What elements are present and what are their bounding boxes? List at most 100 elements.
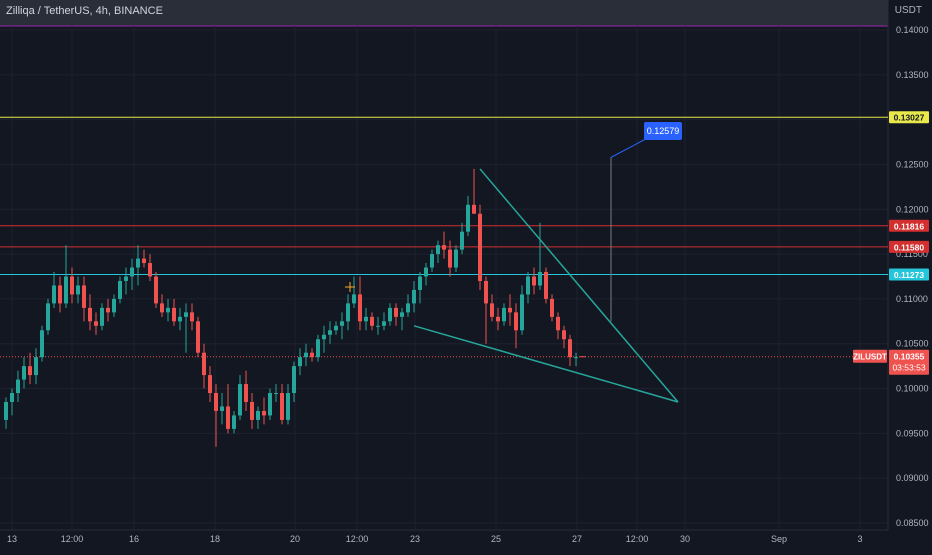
candle-body[interactable] bbox=[394, 307, 398, 317]
candle-body[interactable] bbox=[484, 280, 488, 304]
candle-body[interactable] bbox=[292, 366, 296, 394]
candle-body[interactable] bbox=[352, 294, 356, 304]
candle-body[interactable] bbox=[562, 330, 566, 340]
candle-body[interactable] bbox=[424, 267, 428, 277]
candle-body[interactable] bbox=[568, 339, 572, 358]
candle-body[interactable] bbox=[46, 303, 50, 331]
candle-body[interactable] bbox=[430, 254, 434, 268]
candle-body[interactable] bbox=[346, 303, 350, 322]
candle-body[interactable] bbox=[310, 352, 314, 358]
candle-body[interactable] bbox=[454, 249, 458, 268]
candle-body[interactable] bbox=[538, 272, 542, 286]
candle-body[interactable] bbox=[466, 204, 470, 232]
candle-body[interactable] bbox=[94, 321, 98, 326]
candle-body[interactable] bbox=[328, 330, 332, 335]
candle-body[interactable] bbox=[10, 393, 14, 402]
candle-body[interactable] bbox=[382, 321, 386, 326]
candle-body[interactable] bbox=[400, 312, 404, 317]
candle-body[interactable] bbox=[556, 316, 560, 331]
candle-body[interactable] bbox=[502, 307, 506, 322]
candle-body[interactable] bbox=[166, 307, 170, 313]
candle-body[interactable] bbox=[184, 312, 188, 317]
candle-body[interactable] bbox=[358, 294, 362, 322]
candle-body[interactable] bbox=[436, 245, 440, 255]
candle-body[interactable] bbox=[208, 375, 212, 394]
candle-body[interactable] bbox=[304, 352, 308, 358]
candle-body[interactable] bbox=[274, 393, 278, 395]
candle-body[interactable] bbox=[268, 393, 272, 416]
candle-body[interactable] bbox=[256, 410, 260, 420]
candle-body[interactable] bbox=[316, 339, 320, 358]
candle-body[interactable] bbox=[250, 401, 254, 420]
candle-body[interactable] bbox=[142, 258, 146, 264]
target-box[interactable] bbox=[644, 122, 682, 140]
candle-body[interactable] bbox=[40, 330, 44, 358]
candle-body[interactable] bbox=[172, 307, 176, 322]
candle-body[interactable] bbox=[22, 366, 26, 380]
candle-body[interactable] bbox=[100, 307, 104, 326]
candle-body[interactable] bbox=[4, 401, 8, 420]
candle-body[interactable] bbox=[418, 276, 422, 290]
candle-body[interactable] bbox=[58, 285, 62, 304]
candle-body[interactable] bbox=[472, 204, 476, 214]
candle-body[interactable] bbox=[76, 285, 80, 295]
candle-body[interactable] bbox=[106, 307, 110, 313]
candle-body[interactable] bbox=[202, 352, 206, 376]
candle-body[interactable] bbox=[322, 334, 326, 340]
candle-body[interactable] bbox=[478, 213, 482, 281]
candle-body[interactable] bbox=[178, 316, 182, 322]
candle-body[interactable] bbox=[88, 307, 92, 322]
candle-body[interactable] bbox=[64, 276, 68, 304]
candle-body[interactable] bbox=[544, 272, 548, 299]
candle-body[interactable] bbox=[520, 294, 524, 331]
candle-body[interactable] bbox=[124, 276, 128, 281]
candle-body[interactable] bbox=[286, 393, 290, 420]
candle-body[interactable] bbox=[118, 280, 122, 299]
candle-body[interactable] bbox=[190, 312, 194, 322]
candle-body[interactable] bbox=[238, 384, 242, 416]
candle-body[interactable] bbox=[154, 276, 158, 304]
candle-body[interactable] bbox=[376, 325, 380, 327]
candle-body[interactable] bbox=[244, 384, 248, 402]
candle-body[interactable] bbox=[112, 298, 116, 313]
candle-body[interactable] bbox=[406, 303, 410, 313]
candle-body[interactable] bbox=[526, 276, 530, 295]
candle-body[interactable] bbox=[34, 357, 38, 376]
candle-body[interactable] bbox=[508, 307, 512, 313]
candle-body[interactable] bbox=[364, 316, 368, 322]
candle-body[interactable] bbox=[574, 357, 578, 359]
candle-body[interactable] bbox=[412, 289, 416, 304]
candle-body[interactable] bbox=[448, 249, 452, 268]
candle-body[interactable] bbox=[280, 393, 284, 420]
candle-body[interactable] bbox=[532, 276, 536, 286]
candle-body[interactable] bbox=[52, 285, 56, 304]
candle-body[interactable] bbox=[196, 321, 200, 353]
candle-body[interactable] bbox=[514, 312, 518, 331]
candle-body[interactable] bbox=[340, 321, 344, 326]
level-price-tag bbox=[889, 111, 929, 124]
candle-body[interactable] bbox=[16, 379, 20, 394]
candle-body[interactable] bbox=[136, 258, 140, 268]
candle-body[interactable] bbox=[550, 298, 554, 317]
candle-body[interactable] bbox=[262, 410, 266, 416]
candle-body[interactable] bbox=[28, 366, 32, 376]
candle-body[interactable] bbox=[334, 325, 338, 331]
candle-body[interactable] bbox=[442, 245, 446, 250]
candle-body[interactable] bbox=[160, 303, 164, 313]
candle-body[interactable] bbox=[388, 307, 392, 322]
candle-body[interactable] bbox=[82, 285, 86, 308]
candle-body[interactable] bbox=[226, 406, 230, 429]
candle-body[interactable] bbox=[490, 303, 494, 317]
candle-body[interactable] bbox=[130, 267, 134, 277]
candle-body[interactable] bbox=[460, 231, 464, 250]
candle-body[interactable] bbox=[232, 415, 236, 429]
candle-body[interactable] bbox=[70, 276, 74, 295]
candle-body[interactable] bbox=[214, 393, 218, 411]
candle-body[interactable] bbox=[148, 263, 152, 277]
candle-body[interactable] bbox=[298, 357, 302, 367]
candle-body[interactable] bbox=[220, 406, 224, 411]
candle-body[interactable] bbox=[496, 316, 500, 322]
candle-body[interactable] bbox=[370, 316, 374, 326]
